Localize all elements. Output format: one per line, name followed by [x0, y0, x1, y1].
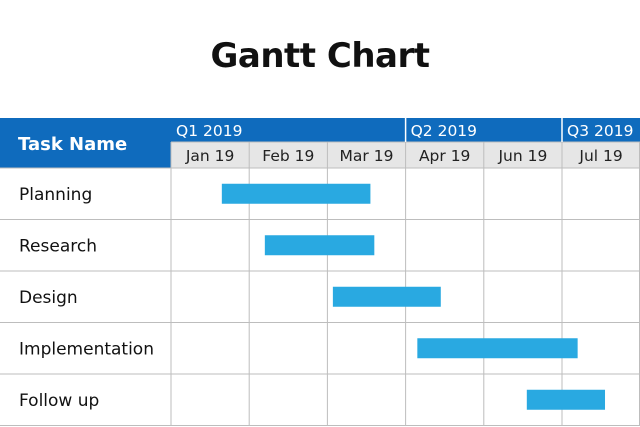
task-bars — [221, 183, 606, 410]
month-tick-label: Jul 19 — [578, 147, 622, 165]
task-label: Implementation — [19, 339, 154, 359]
chart-title: Gantt Chart — [210, 36, 430, 76]
quarter-label: Q1 2019 — [176, 122, 242, 140]
header-rows: Task Name — [18, 118, 563, 155]
task-label: Planning — [19, 185, 92, 205]
quarter-label: Q3 2019 — [567, 122, 633, 140]
task-bar — [526, 389, 606, 410]
task-label: Research — [19, 236, 97, 256]
task-column-header: Task Name — [18, 134, 127, 155]
quarter-label: Q2 2019 — [411, 122, 477, 140]
task-bar — [264, 235, 375, 256]
task-label: Design — [19, 288, 78, 308]
task-bar — [417, 338, 578, 359]
month-tick-label: Mar 19 — [340, 147, 394, 165]
task-label: Follow up — [19, 391, 99, 411]
task-header-background — [0, 118, 171, 168]
axis-labels: Q1 2019 Q2 2019 Q3 2019 Jan 19 Feb 19 Mar 19 A… — [19, 122, 633, 411]
month-tick-label: Apr 19 — [419, 147, 470, 165]
month-tick-label: Jun 19 — [497, 147, 547, 165]
task-bar — [332, 286, 441, 307]
grid-lines — [0, 141, 640, 426]
task-bar — [221, 183, 371, 204]
month-tick-label: Feb 19 — [262, 147, 314, 165]
month-tick-label: Jan 19 — [185, 147, 235, 165]
